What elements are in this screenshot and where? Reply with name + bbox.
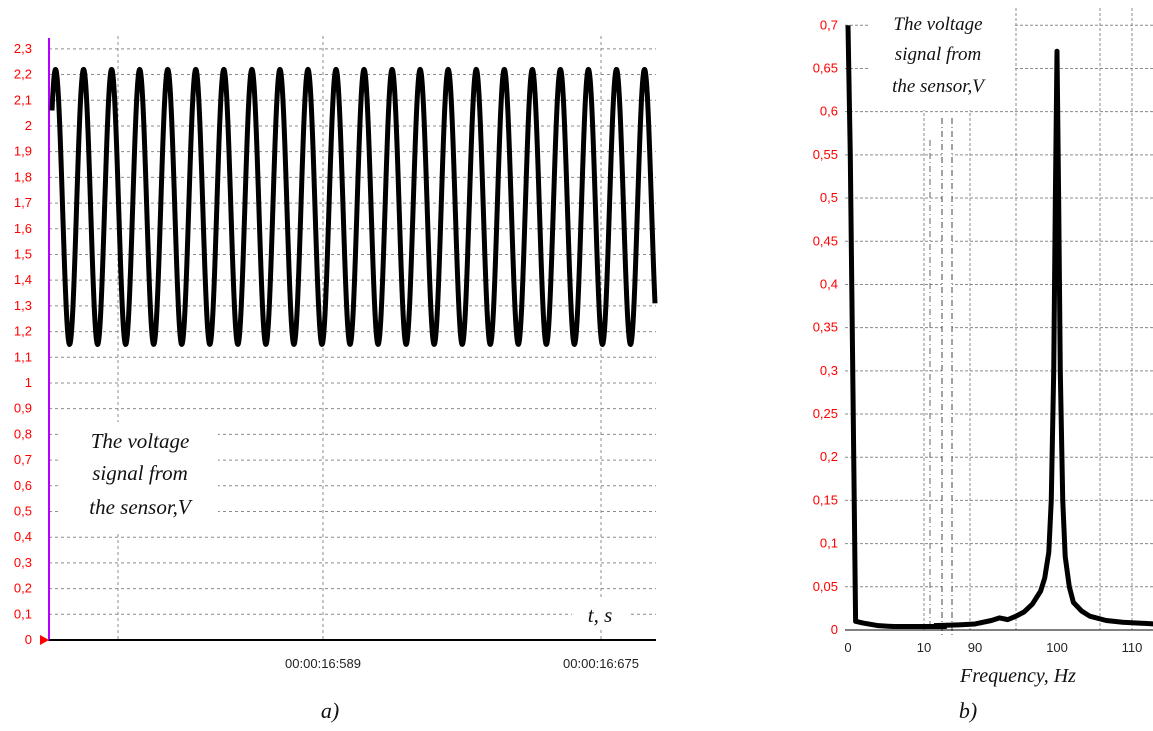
chart-a-annotation-line-1: The voltage xyxy=(91,429,190,453)
chart-a-y-tick-label: 1,8 xyxy=(14,169,32,184)
chart-b-annotation-line-1: The voltage xyxy=(893,14,982,35)
chart-b-x-tick-label: 110 xyxy=(1122,640,1143,655)
chart-b-x-tick-label: 0 xyxy=(844,640,851,655)
chart-b-y-tick-label: 0,45 xyxy=(813,233,838,248)
chart-a-y-tick-label: 0 xyxy=(25,632,32,647)
chart-b-y-tick-label: 0,15 xyxy=(813,492,838,507)
chart-b-y-tick-label: 0,5 xyxy=(820,190,838,205)
chart-a-y-tick-label: 0,9 xyxy=(14,401,32,416)
chart-a-annotation-line-3: the sensor,V xyxy=(89,495,193,519)
chart-a-annotation-line-2: signal from xyxy=(92,461,187,485)
chart-a-y-tick-label: 1,5 xyxy=(14,246,32,261)
chart-a-y-tick-label: 1 xyxy=(25,375,32,390)
chart-b-y-tick-label: 0,2 xyxy=(820,449,838,464)
chart-b-y-tick-label: 0,05 xyxy=(813,579,838,594)
chart-b-y-tick-label: 0,25 xyxy=(813,406,838,421)
chart-b-xlabel-box xyxy=(938,660,1098,688)
chart-a-y-tick-label: 2,2 xyxy=(14,67,32,82)
chart-b-x-tick-labels: 0 10 90 100 110 xyxy=(844,640,1142,655)
chart-b-y-tick-labels: 0 0,05 0,1 0,15 0,2 0,25 0,3 0,35 0,4 0,45 0,5 0,55… xyxy=(813,17,838,637)
chart-b-y-tick-label: 0,1 xyxy=(820,536,838,551)
chart-a-y-tick-label: 0,2 xyxy=(14,581,32,596)
chart-a-y-tick-label: 0,3 xyxy=(14,555,32,570)
chart-a-y-tick-label: 0,4 xyxy=(14,529,32,544)
chart-b-y-tick-label: 0,65 xyxy=(813,60,838,75)
chart-a-series-line xyxy=(49,66,658,347)
chart-a-y-tick-label: 0,5 xyxy=(14,503,32,518)
chart-a-y-tick-label: 2 xyxy=(25,118,32,133)
chart-b-y-tick-label: 0,35 xyxy=(813,320,838,335)
chart-b-y-tick-label: 0 xyxy=(831,622,838,637)
chart-b-y-tick-label: 0,55 xyxy=(813,147,838,162)
chart-a-x-axis-label: t, s xyxy=(588,603,613,627)
chart-b-caption: b) xyxy=(959,698,977,723)
chart-a-y-tick-label: 1,6 xyxy=(14,221,32,236)
chart-b-y-tick-label: 0,4 xyxy=(820,276,838,291)
chart-a-y-tick-label: 1,7 xyxy=(14,195,32,210)
chart-a-y-tick-label: 1,4 xyxy=(14,272,32,287)
chart-b-spectrum: 0 0,05 0,1 0,15 0,2 0,25 0,3 0,35 0,4 0,45 0,5 0,55… xyxy=(813,8,1153,723)
chart-a-y-tick-label: 1,1 xyxy=(14,349,32,364)
chart-b-y-tick-label: 0,6 xyxy=(820,104,838,119)
chart-b-annotation-box xyxy=(868,8,1014,110)
chart-b-annotation-line-2: signal from xyxy=(895,44,981,65)
chart-a-y-tick-label: 0,7 xyxy=(14,452,32,467)
chart-b-annotation-line-3: the sensor,V xyxy=(892,76,986,97)
chart-a-y-tick-label: 2,1 xyxy=(14,92,32,107)
chart-b-series-line xyxy=(845,25,1153,630)
chart-b-axis-break xyxy=(942,120,952,638)
chart-b-x-tick-label: 10 xyxy=(917,640,931,655)
chart-b-x-axis-label: Frequency, Hz xyxy=(959,665,1076,687)
chart-a-time-signal: 0 0,1 0,2 0,3 0,4 0,5 0,6 0,7 0,8 0,9 1 1,1 1,2 1,3 1,… xyxy=(14,36,658,723)
chart-a-y-tick-label: 2,3 xyxy=(14,41,32,56)
chart-b-gridlines xyxy=(845,8,1153,630)
chart-b-x-tick-label: 100 xyxy=(1046,640,1068,655)
chart-a-xlabel-box xyxy=(572,600,630,630)
chart-a-x-tick-label: 00:00:16:589 xyxy=(285,656,361,671)
chart-a-y-tick-label: 0,8 xyxy=(14,426,32,441)
chart-a-y-tick-labels: 0 0,1 0,2 0,3 0,4 0,5 0,6 0,7 0,8 0,9 1 1,1 1,2 1,3 1,… xyxy=(14,41,32,647)
chart-a-y-tick-label: 0,1 xyxy=(14,606,32,621)
chart-a-y-tick-label: 1,2 xyxy=(14,324,32,339)
chart-a-x-tick-label: 00:00:16:675 xyxy=(563,656,639,671)
chart-a-y-tick-label: 0,6 xyxy=(14,478,32,493)
chart-a-y-tick-label: 1,9 xyxy=(14,144,32,159)
chart-b-x-tick-label: 90 xyxy=(968,640,982,655)
chart-a-y-tick-label: 1,3 xyxy=(14,298,32,313)
chart-a-origin-marker xyxy=(40,635,49,645)
chart-b-y-tick-label: 0,3 xyxy=(820,363,838,378)
chart-a-caption: a) xyxy=(321,698,339,723)
chart-a-annotation-box xyxy=(60,422,218,534)
chart-a-x-tick-labels: 00:00:16:589 00:00:16:675 xyxy=(285,656,639,671)
chart-b-y-tick-label: 0,7 xyxy=(820,17,838,32)
